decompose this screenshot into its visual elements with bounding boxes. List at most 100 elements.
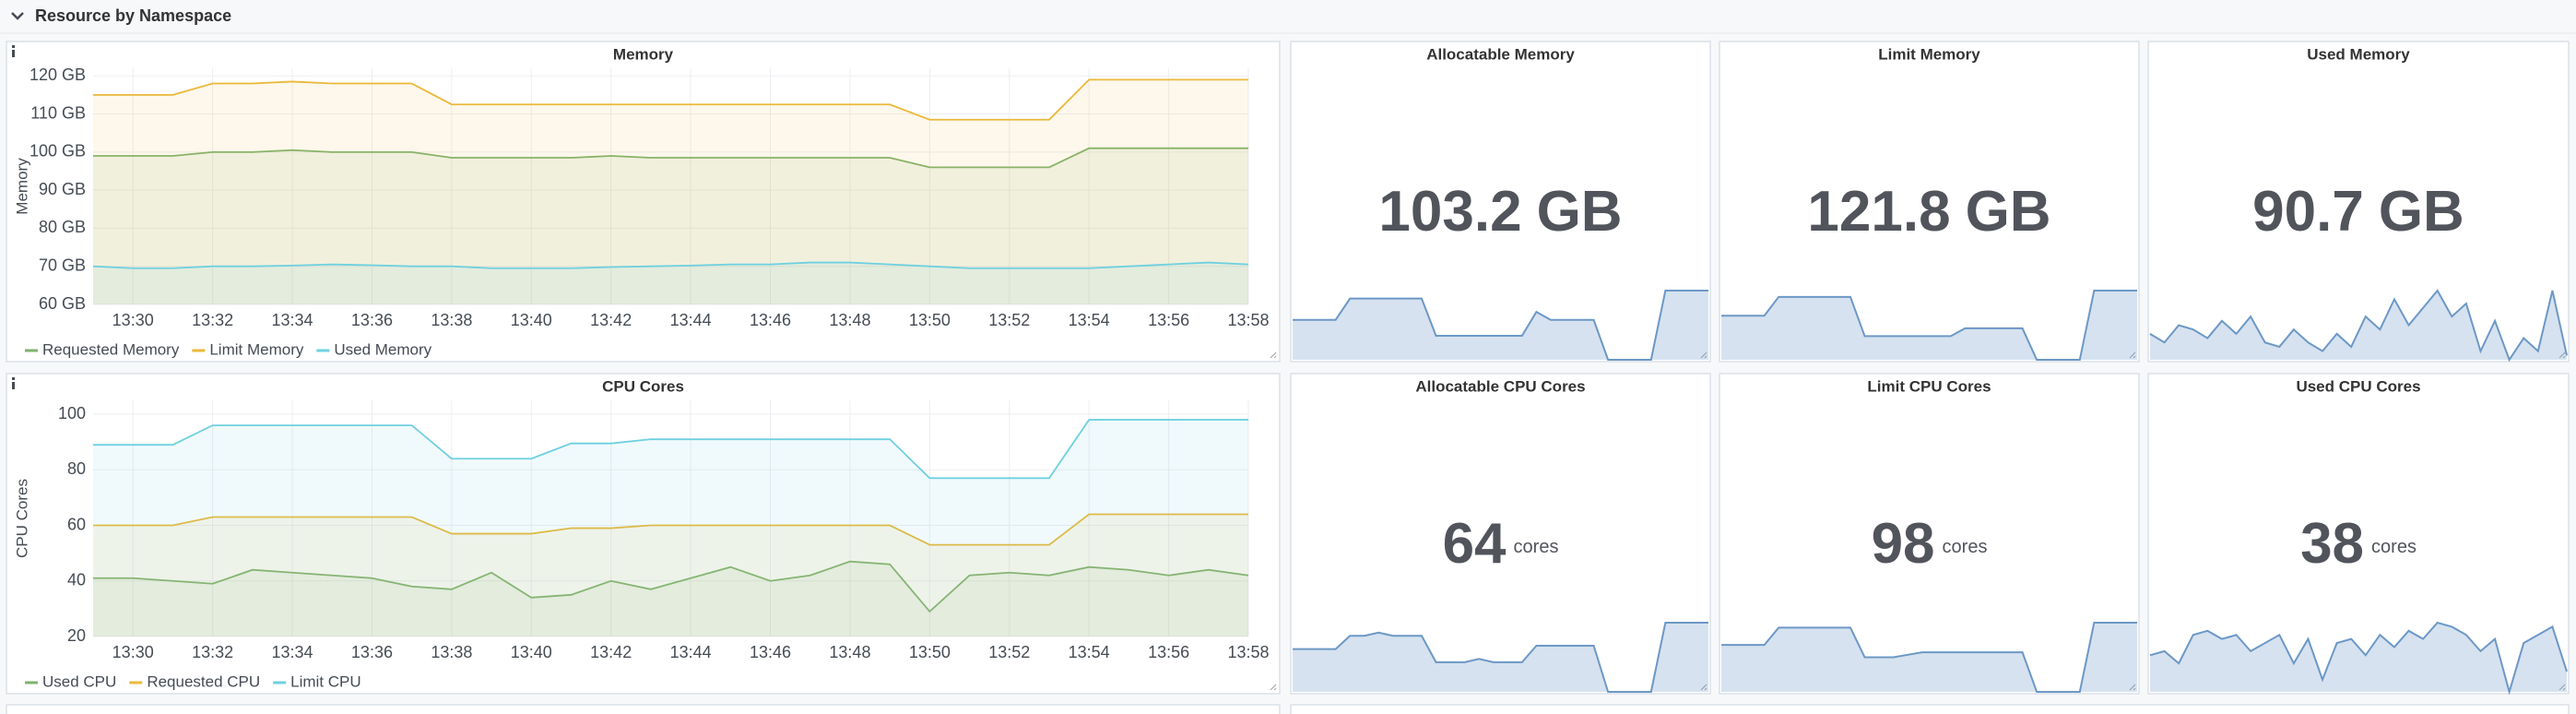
stat-unit: cores — [2371, 537, 2416, 557]
series-area — [93, 79, 1248, 304]
series-line — [92, 261, 1249, 269]
x-tick-label: 13:56 — [1148, 311, 1189, 329]
x-tick-label: 13:34 — [272, 311, 313, 329]
x-tick-label: 13:46 — [750, 643, 791, 661]
sparkline-area — [1293, 291, 1708, 360]
sparkline-area — [1721, 623, 2137, 692]
stat-number: 98 — [1872, 512, 1935, 576]
panel — [1290, 373, 1711, 695]
panel — [1290, 41, 1711, 363]
panel — [2147, 373, 2570, 695]
stat-value: 64 cores — [1443, 512, 1559, 576]
info-icon — [12, 45, 15, 48]
sparkline-area — [2150, 623, 2567, 692]
x-tick-label: 13:42 — [590, 311, 632, 329]
x-tick-label: 13:38 — [431, 311, 472, 329]
panel-partial — [6, 704, 1281, 714]
panel-title: Used Memory — [2307, 45, 2410, 63]
x-tick-label: 13:42 — [590, 643, 632, 661]
series-line — [93, 513, 1248, 546]
x-tick-label: 13:30 — [112, 311, 154, 329]
stat-value: 98 cores — [1872, 512, 1988, 576]
resize-handle — [1700, 351, 1707, 359]
x-tick-label: 13:50 — [909, 311, 951, 329]
panel-title: Limit CPU Cores — [1867, 377, 1991, 395]
stat-number: 38 — [2300, 512, 2364, 576]
resize-handle — [1270, 684, 1277, 691]
series-line — [93, 78, 1248, 121]
sparkline-area — [1721, 291, 2137, 360]
legend-label: Limit Memory — [209, 340, 304, 358]
x-tick-label: 13:34 — [272, 643, 313, 661]
x-tick-label: 13:54 — [1069, 311, 1110, 329]
panel-title: Used CPU Cores — [2296, 377, 2420, 395]
stat-number: 103.2 — [1378, 180, 1521, 244]
y-tick-label: 80 GB — [39, 218, 86, 236]
info-icon — [12, 382, 15, 389]
section-title[interactable]: Resource by Namespace — [35, 6, 231, 25]
sparkline — [2149, 621, 2568, 696]
x-tick-label: 13:46 — [750, 311, 791, 329]
x-tick-label: 13:48 — [829, 643, 870, 661]
section-header[interactable]: Resource by Namespace — [11, 6, 231, 25]
y-tick-label: 20 — [67, 626, 86, 645]
y-axis-label: Memory — [13, 158, 30, 215]
y-tick-label: 100 GB — [30, 142, 86, 161]
x-tick-label: 13:32 — [192, 643, 233, 661]
resize-handle — [1270, 351, 1277, 359]
x-tick-label: 13:44 — [670, 643, 712, 661]
y-tick-label: 60 — [67, 515, 86, 533]
series-line — [93, 419, 1248, 480]
panel — [2147, 41, 2570, 363]
x-tick-label: 13:56 — [1148, 643, 1189, 661]
resize-handle — [1700, 684, 1707, 691]
legend-label: Used Memory — [334, 340, 431, 358]
series-area — [93, 420, 1248, 637]
stat-unit: GB — [2379, 180, 2464, 244]
sparkline — [1293, 622, 1708, 693]
info-icon — [12, 50, 15, 57]
y-tick-label: 40 — [67, 571, 86, 589]
x-tick-label: 13:58 — [1227, 311, 1269, 329]
series-line — [93, 560, 1249, 613]
panel — [6, 373, 1281, 695]
panel — [1719, 41, 2140, 363]
x-tick-label: 13:40 — [511, 643, 552, 661]
info-icon — [12, 377, 15, 380]
panel — [6, 41, 1281, 363]
y-axis-label: CPU Cores — [13, 479, 30, 558]
legend-label: Requested Memory — [42, 340, 180, 358]
stat-unit: cores — [1943, 537, 1988, 557]
x-tick-label: 13:44 — [670, 311, 712, 329]
series-area — [93, 262, 1248, 304]
resize-handle — [2129, 351, 2136, 359]
panel-title: Limit Memory — [1878, 45, 1980, 63]
legend-label: Limit CPU — [290, 672, 361, 690]
panel-partial — [1290, 704, 2570, 714]
sparkline-area — [1293, 623, 1708, 692]
sparkline — [2149, 289, 2568, 363]
y-tick-label: 90 GB — [39, 180, 86, 198]
legend-label: Requested CPU — [147, 672, 260, 690]
resize-handle — [2558, 351, 2566, 359]
y-tick-label: 60 GB — [39, 294, 86, 313]
y-tick-label: 70 GB — [39, 256, 86, 274]
stat-value: 121.8 GB — [1807, 180, 2050, 244]
sparkline — [1293, 290, 1708, 361]
collapse-chevron[interactable] — [11, 12, 24, 20]
y-tick-label: 120 GB — [30, 65, 86, 84]
x-tick-label: 13:38 — [431, 643, 472, 661]
x-tick-label: 13:36 — [351, 311, 393, 329]
stat-number: 121.8 — [1807, 180, 1950, 244]
x-tick-label: 13:52 — [988, 311, 1030, 329]
y-tick-label: 80 — [67, 459, 86, 478]
stat-value: 38 cores — [2300, 512, 2416, 576]
stat-value: 103.2 GB — [1378, 180, 1622, 244]
sparkline — [1721, 290, 2137, 361]
panel-title: Allocatable Memory — [1426, 45, 1575, 63]
resize-handle — [2129, 684, 2136, 691]
stat-value: 90.7 GB — [2252, 180, 2464, 244]
x-tick-label: 13:52 — [988, 643, 1030, 661]
